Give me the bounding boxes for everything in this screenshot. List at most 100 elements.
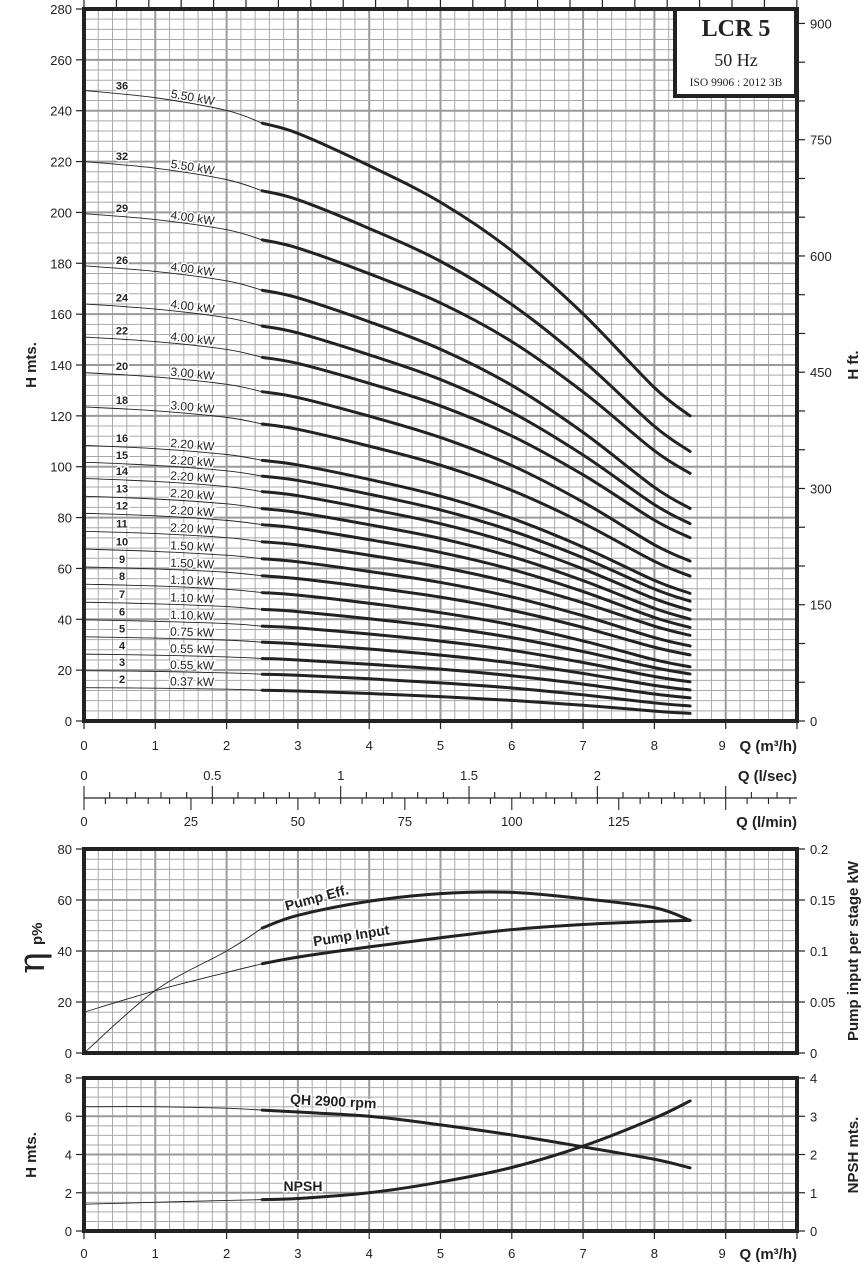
motor-power-label: 2.20 kW [170,469,216,486]
y-tick-label: 160 [50,307,72,322]
hq-curve-10-thick [260,557,692,648]
npsh-y-tick-label: 6 [65,1109,72,1124]
npsh-x-tick-label: 7 [579,1246,586,1261]
stage-count-label: 2 [119,674,125,686]
motor-power-label: 0.37 kW [170,674,215,689]
y-tick-label: 140 [50,358,72,373]
eff-y-tick-label: 20 [58,995,72,1010]
lmin-tick-label: 75 [398,814,412,829]
lsec-tick-label: 1 [337,768,344,783]
x-tick-label: 8 [651,738,658,753]
hq-curve-15-thick [260,474,692,603]
lsec-tick-label: 0.5 [203,768,221,783]
x-tick-label: 3 [294,738,301,753]
y-right-tick-label: 450 [810,365,832,380]
y-tick-label: 180 [50,256,72,271]
hq-curve-32-thick [260,189,692,453]
eta-subscript: p% [29,923,46,946]
motor-power-label: 2.20 kW [170,486,216,503]
eff-y-tick-label: 60 [58,893,72,908]
y-tick-label: 120 [50,409,72,424]
hq-x-axis-title: Q (m³/h) [740,738,798,755]
curves [83,89,692,1205]
lmin-tick-label: 25 [184,814,198,829]
stage-count-label: 24 [116,293,129,305]
hq-curve-8-thick [260,591,692,669]
npsh-x-tick-label: 3 [294,1246,301,1261]
y-tick-label: 240 [50,104,72,119]
eff-y-tick-label: 40 [58,944,72,959]
npsh-x-tick-label: 1 [152,1246,159,1261]
npsh-curve-thick [260,1099,692,1202]
motor-power-label: 0.75 kW [170,625,215,640]
npsh-y-axis-title: H mts. [23,1132,40,1178]
hq-curve-18-thin [83,406,263,425]
y-tick-label: 20 [58,663,72,678]
motor-power-label: 3.00 kW [170,398,216,416]
stage-count-label: 36 [116,80,128,92]
stage-count-label: 7 [119,589,125,601]
npsh-y-tick-label: 0 [65,1224,72,1239]
motor-power-label: 2.20 kW [170,453,216,470]
y-right-tick-label: 900 [810,16,832,31]
hq-y-right-axis-title: H ft. [845,350,862,379]
lmin-tick-label: 100 [501,814,523,829]
hq-curve-24-thin [83,303,263,327]
npsh-y-tick-label: 2 [65,1186,72,1201]
lsec-tick-label: 0 [80,768,87,783]
eff-y-tick-label: 80 [58,842,72,857]
hq-curve-26-thick [260,288,692,510]
npsh-y-right-axis-title: NPSH mts. [845,1117,862,1194]
hq-curve-2-thin [83,687,263,691]
stage-count-label: 20 [116,361,128,373]
npsh-x-tick-label: 4 [366,1246,373,1261]
npsh-x-axis-title: Q (m³/h) [740,1246,798,1263]
npsh-x-tick-label: 2 [223,1246,230,1261]
stage-count-label: 14 [116,466,129,478]
hq-curve-14-thick [260,490,692,612]
hq-curve-32-thin [83,161,263,192]
hq-curve-22-thin [83,336,263,358]
eff-grid [84,849,797,1053]
motor-power-label: 1.10 kW [170,590,215,606]
motor-power-label: 2.20 kW [170,436,216,454]
motor-power-label: 4.00 kW [170,208,216,228]
lmin-tick-label: 0 [80,814,87,829]
eff-y-right-tick-label: 0 [810,1046,817,1061]
motor-power-label: 2.20 kW [170,520,215,537]
hq-curve-9-thin [83,566,263,577]
hq-y-axis-title: H mts. [23,342,40,388]
frequency: 50 Hz [714,50,758,70]
npsh-curve-thin [83,1199,263,1205]
npsh-y-tick-label: 8 [65,1071,72,1086]
hq-curve-11-thick [260,540,692,637]
x-tick-label: 7 [579,738,586,753]
y-right-tick-label: 600 [810,249,832,264]
npsh-y-right-tick-label: 0 [810,1224,817,1239]
stage-count-label: 3 [119,657,125,669]
hq-curve-5-thin [83,636,263,643]
hq-curve-6-thick [260,624,692,684]
y-right-tick-label: 0 [810,714,817,729]
npsh-x-tick-label: 0 [80,1246,87,1261]
hq-curve-3-thin [83,670,263,675]
npsh-x-tick-label: 8 [651,1246,658,1261]
hq-curve-4-thin [83,653,263,659]
y-tick-label: 200 [50,205,72,220]
lsec-tick-label: 2 [594,768,601,783]
hq-curve-16-thin [83,444,263,461]
hq-curve-13-thick [260,507,692,621]
hq-curve-13-thin [83,495,263,510]
eff-y-right-tick-label: 0.2 [810,842,828,857]
hq-curve-11-thin [83,530,263,543]
stage-count-label: 4 [119,641,126,653]
axes: 0204060801001201401601802002202402602800… [50,0,835,1261]
qh-curve-thin [83,1106,263,1111]
hq-curve-8-thin [83,583,263,594]
y-tick-label: 280 [50,2,72,17]
lsec-axis-title: Q (l/sec) [738,768,797,785]
hq-curve-2-thick [260,688,692,715]
stage-count-label: 26 [116,255,128,267]
y-tick-label: 60 [58,561,72,576]
